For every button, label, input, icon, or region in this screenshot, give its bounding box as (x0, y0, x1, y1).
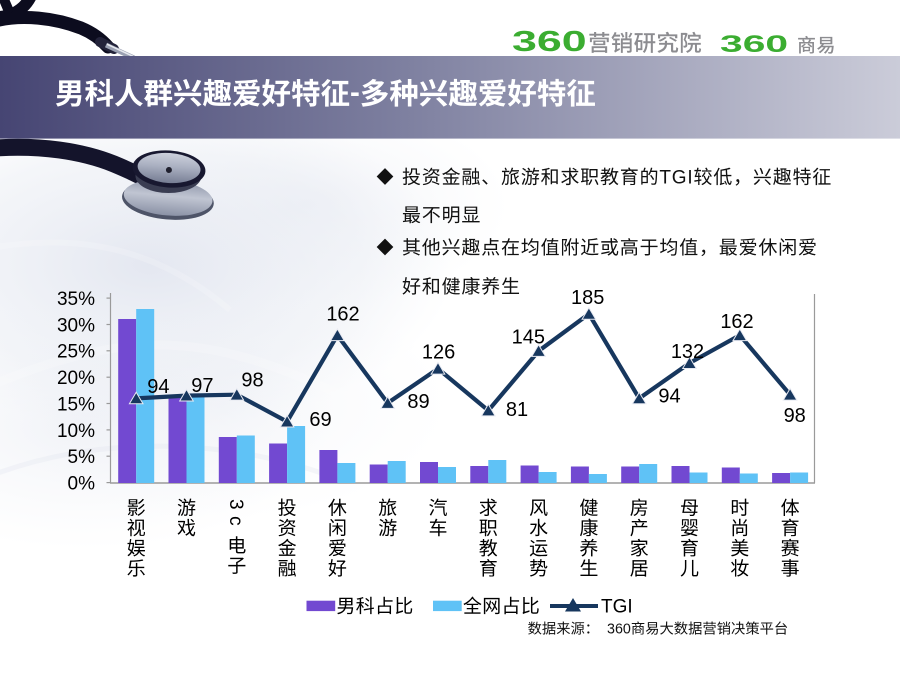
svg-text:35%: 35% (57, 289, 95, 310)
svg-text:97: 97 (191, 375, 213, 397)
svg-text:360: 360 (512, 25, 587, 57)
svg-text:81: 81 (506, 399, 528, 421)
svg-text:25%: 25% (57, 342, 95, 363)
svg-text:126: 126 (422, 342, 455, 364)
svg-text:69: 69 (309, 409, 331, 431)
svg-text:98: 98 (784, 405, 806, 427)
svg-text:98: 98 (241, 370, 263, 392)
svg-text:94: 94 (147, 376, 169, 398)
svg-text:89: 89 (407, 391, 429, 413)
svg-text:15%: 15% (57, 394, 95, 415)
svg-text:162: 162 (720, 311, 753, 333)
svg-text:3c: 3c (225, 499, 246, 532)
svg-text:20%: 20% (57, 368, 95, 389)
svg-text:5%: 5% (68, 447, 96, 468)
svg-text:145: 145 (512, 327, 545, 349)
svg-text:10%: 10% (57, 421, 95, 442)
svg-text:132: 132 (671, 341, 704, 363)
svg-text:94: 94 (658, 386, 680, 408)
svg-text:360: 360 (607, 622, 631, 638)
svg-text:TGI: TGI (601, 597, 633, 618)
svg-text:162: 162 (326, 304, 359, 326)
svg-text:360: 360 (720, 31, 788, 58)
svg-text:-: - (350, 76, 360, 109)
svg-text:0%: 0% (68, 474, 96, 495)
svg-text:TGI: TGI (659, 168, 693, 189)
svg-text:185: 185 (571, 287, 604, 309)
svg-text:30%: 30% (57, 315, 95, 336)
